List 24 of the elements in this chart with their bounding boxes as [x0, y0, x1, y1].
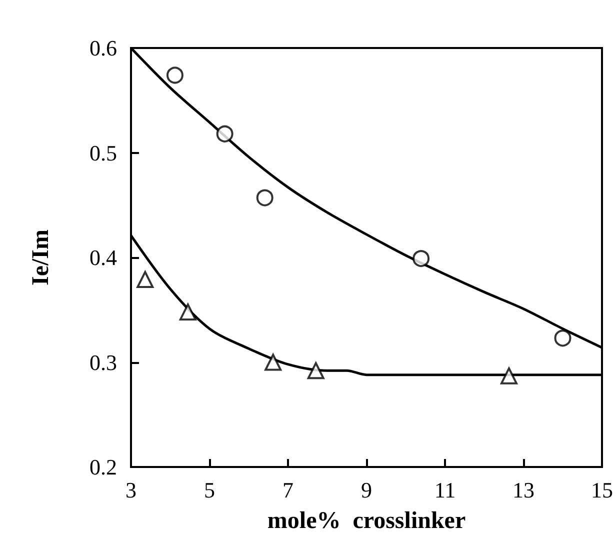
- point: [307, 362, 324, 380]
- x-tick-label: 13: [512, 478, 534, 502]
- y-tick-label: 0.3: [90, 350, 117, 375]
- y-tick-label: 0.4: [90, 245, 117, 270]
- point: [166, 66, 184, 84]
- point: [256, 189, 274, 206]
- x-tick-label: 15: [591, 478, 613, 502]
- point: [554, 330, 572, 347]
- y-tick-label: 0.5: [90, 140, 117, 166]
- point: [500, 367, 518, 384]
- x-tick-label: 7: [282, 478, 294, 502]
- point: [136, 270, 154, 288]
- y-tick-label: 0.6: [90, 36, 117, 60]
- y-axis-title: Ie/Im: [28, 230, 54, 286]
- point: [179, 303, 196, 320]
- y-tick-label: 0.2: [90, 454, 117, 480]
- x-tick-label: 5: [204, 478, 215, 502]
- point: [264, 354, 282, 371]
- point: [216, 125, 234, 142]
- point: [412, 250, 430, 268]
- x-tick-label: 3: [126, 478, 136, 502]
- x-tick-label: 9: [361, 478, 372, 502]
- x-axis-title: mole% crosslinker: [267, 508, 466, 534]
- x-tick-label: 11: [434, 478, 456, 502]
